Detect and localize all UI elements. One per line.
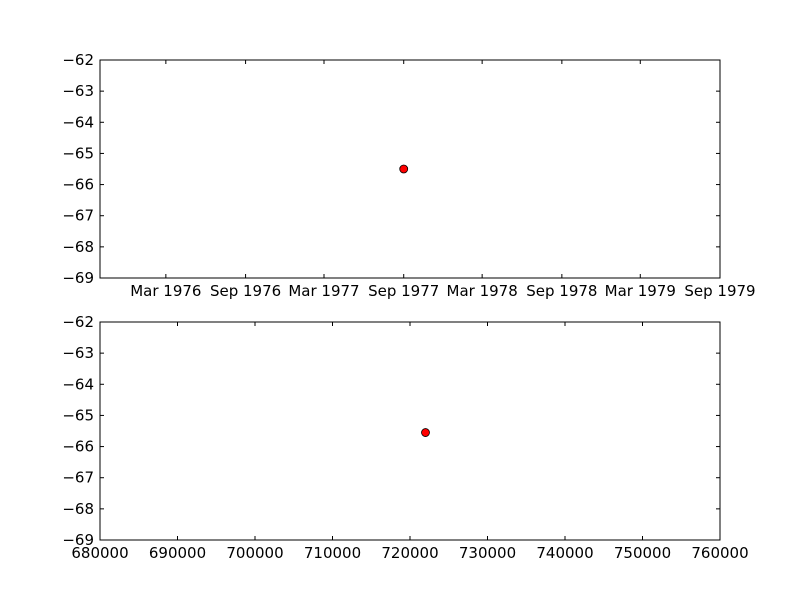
x-tick-label: Mar 1977: [288, 282, 359, 300]
y-tick-label: −62: [62, 313, 94, 331]
x-tick-label: 730000: [459, 544, 516, 562]
data-point: [421, 428, 430, 437]
y-tick-label: −66: [62, 438, 94, 456]
y-tick-label: −63: [62, 82, 94, 100]
y-tick-label: −69: [62, 269, 94, 287]
x-tick-label: 700000: [226, 544, 283, 562]
y-tick-label: −67: [62, 469, 94, 487]
y-tick-label: −69: [62, 531, 94, 549]
top-date-panel: −69 −68 −67 −66 −65 −64 −63 −62 Mar 1976 Sep 1976…: [62, 51, 755, 300]
y-tick-label: −65: [62, 406, 94, 424]
y-tick-label: −62: [62, 51, 94, 69]
y-tick-label: −64: [62, 113, 94, 131]
x-tick-label: Mar 1979: [605, 282, 676, 300]
x-tick-label: Sep 1979: [684, 282, 755, 300]
y-tick-label: −65: [62, 144, 94, 162]
x-tick-label: Mar 1978: [447, 282, 518, 300]
y-tick-label: −68: [62, 238, 94, 256]
y-tick-label: −63: [62, 344, 94, 362]
x-tick-label: 680000: [71, 544, 128, 562]
bottom-numeric-panel: −69 −68 −67 −66 −65 −64 −63 −62 680000 690000 7000…: [62, 313, 748, 562]
x-tick-label: Mar 1976: [130, 282, 201, 300]
y-tick-label: −67: [62, 207, 94, 225]
plot-frame: [99, 59, 721, 279]
x-tick-label: 720000: [381, 544, 438, 562]
x-tick-label: 750000: [614, 544, 671, 562]
x-tick-label: 760000: [691, 544, 748, 562]
x-tick-label: Sep 1976: [210, 282, 281, 300]
x-tick-label: 740000: [536, 544, 593, 562]
y-tick-label: −64: [62, 375, 94, 393]
x-tick-label: 690000: [149, 544, 206, 562]
x-tick-label: Sep 1977: [368, 282, 439, 300]
x-tick-label: 710000: [304, 544, 361, 562]
data-point: [399, 164, 409, 174]
y-tick-label: −68: [62, 500, 94, 518]
y-tick-label: −66: [62, 176, 94, 194]
x-tick-label: Sep 1978: [526, 282, 597, 300]
